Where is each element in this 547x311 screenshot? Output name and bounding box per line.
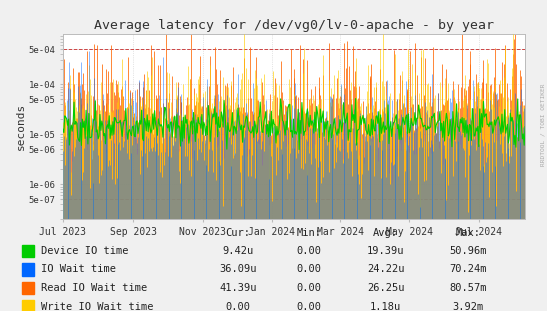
Text: 0.00: 0.00 [296, 302, 322, 311]
Text: 0.00: 0.00 [296, 283, 322, 293]
Text: 1.18u: 1.18u [370, 302, 401, 311]
Bar [22, 300, 34, 311]
Text: Min:: Min: [296, 228, 322, 238]
Text: RRDTOOL / TOBI OETIKER: RRDTOOL / TOBI OETIKER [541, 83, 546, 166]
Text: 19.39u: 19.39u [367, 246, 404, 256]
Text: Avg:: Avg: [373, 228, 398, 238]
Text: Read IO Wait time: Read IO Wait time [41, 283, 147, 293]
Title: Average latency for /dev/vg0/lv-0-apache - by year: Average latency for /dev/vg0/lv-0-apache… [94, 19, 494, 32]
Text: Device IO time: Device IO time [41, 246, 129, 256]
Bar [22, 263, 34, 276]
Text: 3.92m: 3.92m [452, 302, 484, 311]
Text: 26.25u: 26.25u [367, 283, 404, 293]
Text: 0.00: 0.00 [225, 302, 251, 311]
Text: Cur:: Cur: [225, 228, 251, 238]
Text: 0.00: 0.00 [296, 264, 322, 274]
Text: 36.09u: 36.09u [219, 264, 257, 274]
Text: Write IO Wait time: Write IO Wait time [41, 302, 154, 311]
Bar [22, 282, 34, 294]
Text: 9.42u: 9.42u [222, 246, 254, 256]
Text: Max:: Max: [455, 228, 480, 238]
Bar [22, 244, 34, 257]
Text: 41.39u: 41.39u [219, 283, 257, 293]
Text: 0.00: 0.00 [296, 246, 322, 256]
Text: 24.22u: 24.22u [367, 264, 404, 274]
Y-axis label: seconds: seconds [16, 103, 26, 150]
Text: 50.96m: 50.96m [449, 246, 486, 256]
Text: 80.57m: 80.57m [449, 283, 486, 293]
Text: 70.24m: 70.24m [449, 264, 486, 274]
Text: IO Wait time: IO Wait time [41, 264, 116, 274]
